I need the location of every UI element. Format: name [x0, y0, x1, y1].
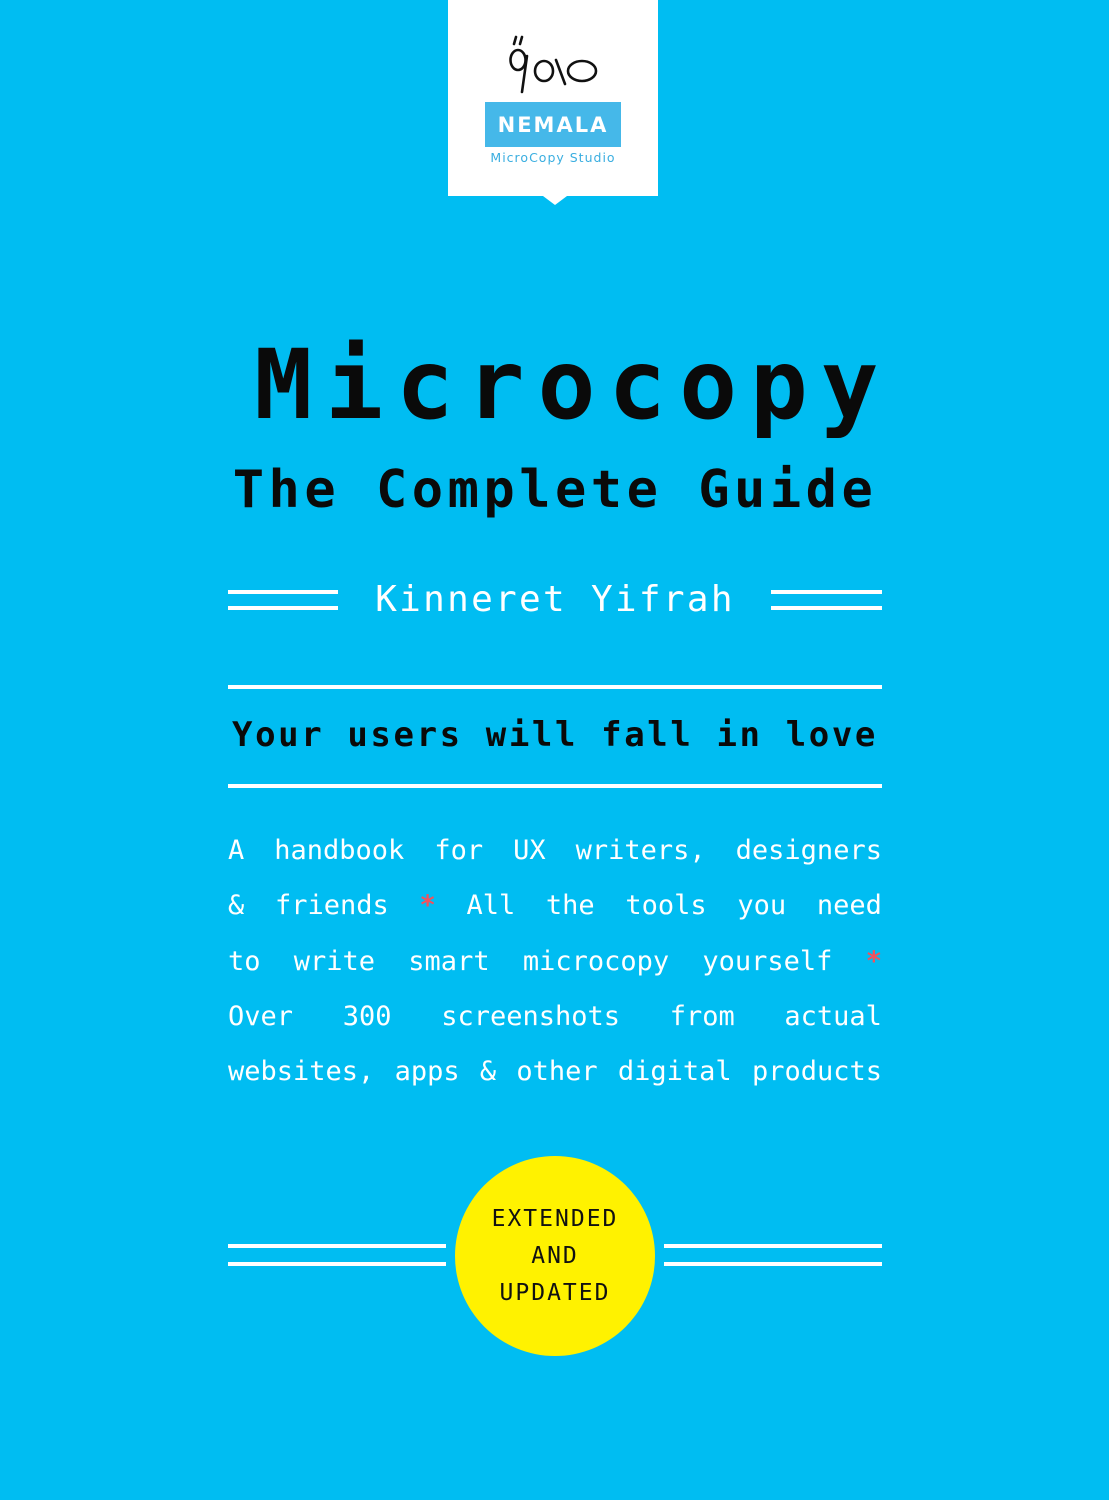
description-word: A [228, 835, 245, 866]
publisher-name: NEMALA [485, 102, 621, 147]
description-word: products [751, 1056, 882, 1088]
description-word: tools [625, 890, 707, 922]
divider [771, 590, 882, 594]
publisher-tagline: MicroCopy Studio [490, 150, 616, 165]
description-word: yourself [702, 945, 833, 977]
description-word: screenshots [441, 1000, 620, 1032]
divider [228, 1244, 446, 1248]
description-word: writers, [575, 835, 706, 866]
description-word: for [434, 835, 484, 866]
description-word: apps [394, 1056, 460, 1088]
description-line: Over 300 screenshots from actual [228, 989, 882, 1044]
edition-badge: EXTENDED AND UPDATED [455, 1156, 655, 1356]
badge-line: UPDATED [499, 1279, 611, 1306]
divider [228, 685, 882, 689]
divider [771, 606, 882, 610]
description-word: microcopy [522, 945, 670, 977]
description-word: need [816, 890, 882, 922]
description-word: the [545, 890, 595, 922]
description-word: actual [784, 1000, 882, 1032]
description-word: you [737, 890, 787, 922]
logo-mark-icon [509, 35, 598, 94]
description-word: other [516, 1056, 598, 1088]
description-word: UX [513, 835, 546, 866]
description-word: write [293, 945, 376, 977]
book-tagline: Your users will fall in love [232, 715, 878, 755]
description-word: from [669, 1000, 735, 1032]
description-line: to write smart microcopy yourself * [228, 934, 882, 989]
description-word: designers [735, 835, 882, 866]
logo-pointer [543, 196, 567, 205]
star-icon: * [865, 945, 882, 977]
divider [228, 784, 882, 788]
description-word: All [466, 890, 516, 922]
description-word: Over [228, 1000, 294, 1032]
description-line: websites, apps & other digital products [228, 1044, 882, 1099]
divider [664, 1262, 882, 1266]
badge-line: EXTENDED [491, 1205, 619, 1232]
description-word: friends [274, 890, 389, 922]
description-word: digital [617, 1056, 732, 1088]
divider [228, 590, 338, 594]
divider [228, 606, 338, 610]
description-word: websites, [228, 1056, 375, 1088]
description-word: 300 [342, 1000, 392, 1032]
description-word: to [228, 945, 261, 977]
badge-line: AND [531, 1242, 579, 1269]
book-title: Microcopy [254, 329, 892, 441]
divider [228, 1262, 446, 1266]
book-subtitle: The Complete Guide [232, 460, 878, 520]
star-icon: * [419, 890, 436, 922]
description-word: & [228, 890, 245, 922]
description-line: & friends * All the tools you need [228, 878, 882, 933]
description-word: smart [408, 945, 490, 977]
description-word: handbook [274, 835, 405, 866]
book-author: Kinneret Yifrah [375, 579, 735, 620]
description-word: & [479, 1056, 497, 1088]
publisher-logo [448, 0, 658, 196]
divider [664, 1244, 882, 1248]
